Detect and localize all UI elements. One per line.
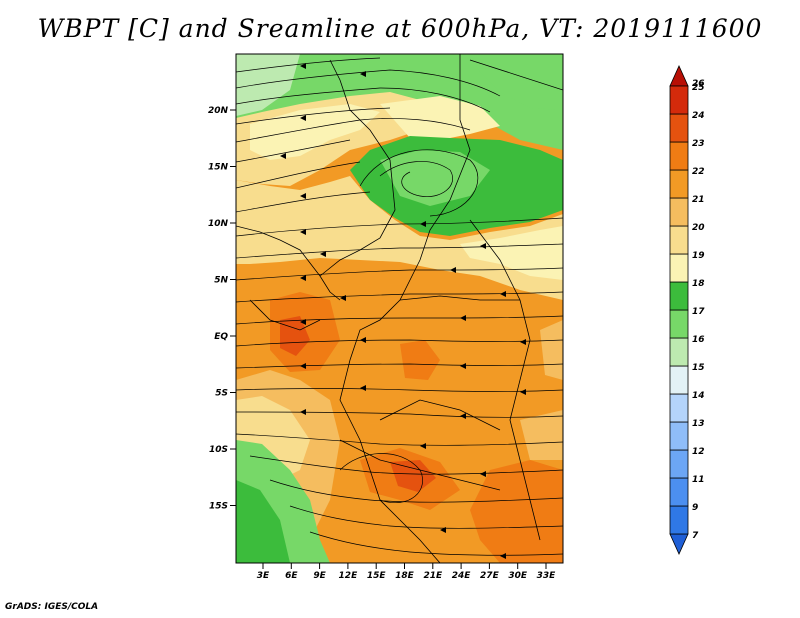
latitude-axis: 20N 15N 10N 5N EQ 5S 10S 15S	[208, 106, 236, 512]
colorbar-segment	[669, 197, 689, 227]
colorbar-segment	[669, 393, 689, 423]
colorbar-segment	[669, 365, 689, 395]
lat-label: 5N	[214, 276, 228, 286]
colorbar-segment	[669, 141, 689, 171]
lat-label: 10S	[209, 445, 228, 455]
lat-label: EQ	[214, 332, 228, 342]
lat-label: 20N	[208, 106, 229, 116]
longitude-axis: 3E 6E 9E 12E 15E 18E 21E 24E 27E 30E 33E	[257, 563, 556, 581]
colorbar-segment	[669, 85, 689, 115]
lon-label: 21E	[423, 571, 443, 581]
lat-label: 15S	[209, 502, 228, 512]
colorbar-label: 9	[692, 503, 698, 513]
colorbar-label: 20	[692, 223, 705, 233]
colorbar-segment	[669, 113, 689, 143]
lon-label: 15E	[367, 571, 387, 581]
colorbar-label: 26	[692, 79, 705, 89]
grads-credit: GrADS: IGES/COLA	[5, 602, 99, 612]
lat-label: 10N	[208, 219, 229, 229]
lon-label: 33E	[537, 571, 557, 581]
colorbar-label: 22	[692, 167, 705, 177]
lon-label: 6E	[285, 571, 298, 581]
colorbar-label: 19	[692, 251, 705, 261]
colorbar-low-triangle	[669, 533, 689, 555]
lon-label: 12E	[339, 571, 359, 581]
lat-label: 5S	[215, 389, 228, 399]
colorbar-segment	[669, 337, 689, 367]
streamlines	[236, 57, 563, 556]
colorbar-segment	[669, 505, 689, 535]
colorbar-segment	[669, 225, 689, 255]
colorbar-segment	[669, 169, 689, 199]
map-title: WBPT [C] and Sreamline at 600hPa, VT: 20…	[37, 14, 763, 43]
colorbar-segment	[669, 477, 689, 507]
colorbar-label: 11	[692, 475, 705, 485]
colorbar-label: 25	[692, 83, 705, 93]
colorbar-segment	[669, 309, 689, 339]
colorbar-segment	[669, 449, 689, 479]
colorbar-segment	[669, 281, 689, 311]
lon-label: 9E	[313, 571, 326, 581]
lat-label: 15N	[208, 163, 229, 173]
colorbar-label: 12	[692, 447, 705, 457]
colorbar-segment	[669, 253, 689, 283]
colorbar-label: 24	[692, 111, 705, 121]
colorbar-label: 16	[692, 335, 705, 345]
lon-label: 3E	[257, 571, 270, 581]
colorbar-label: 18	[692, 279, 705, 289]
colorbar-label: 15	[692, 363, 705, 373]
lon-label: 24E	[452, 571, 472, 581]
colorbar-label: 7	[692, 531, 699, 541]
streamline-arrowheads	[280, 63, 526, 559]
colorbar-segment	[669, 421, 689, 451]
colorbar-label: 14	[692, 391, 705, 401]
colorbar-label: 23	[692, 139, 705, 149]
colorbar-label: 17	[692, 307, 705, 317]
lon-label: 30E	[508, 571, 528, 581]
lon-label: 27E	[480, 571, 500, 581]
lon-label: 18E	[395, 571, 415, 581]
wbpt-field	[236, 54, 563, 563]
colorbar-label: 21	[692, 195, 705, 205]
colorbar-label: 13	[692, 419, 705, 429]
map-frame	[235, 53, 564, 564]
colorbar-high-triangle	[669, 65, 689, 87]
